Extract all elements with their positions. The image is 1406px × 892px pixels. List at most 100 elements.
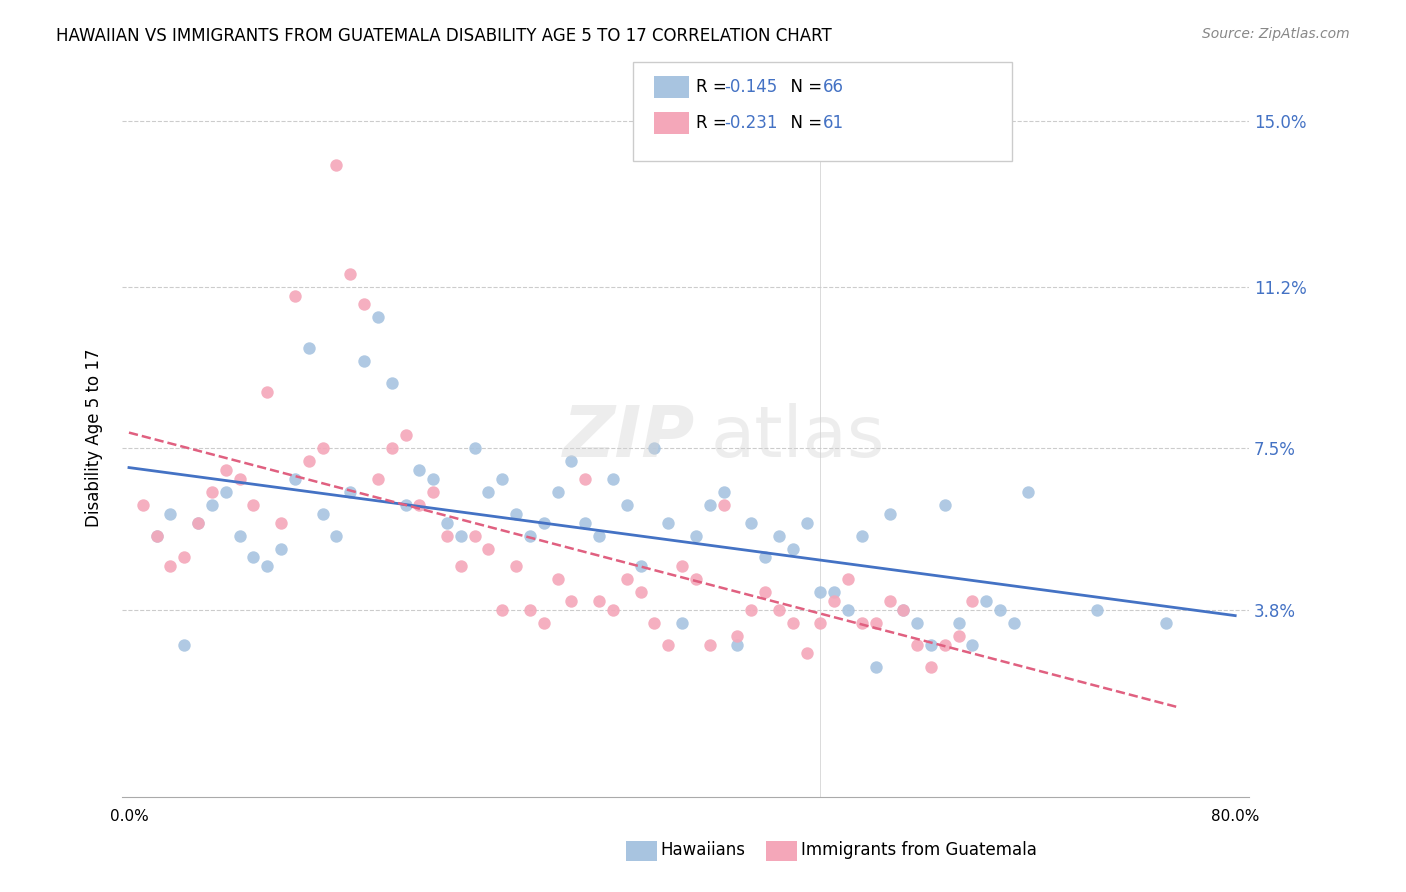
Point bbox=[505, 559, 527, 574]
Point bbox=[339, 267, 361, 281]
Point bbox=[215, 485, 238, 500]
Point bbox=[284, 288, 307, 302]
Point bbox=[905, 638, 928, 652]
Point bbox=[367, 310, 389, 325]
Point bbox=[270, 541, 292, 556]
Point bbox=[616, 572, 638, 586]
Point bbox=[311, 442, 333, 456]
Point bbox=[891, 603, 914, 617]
Point bbox=[547, 485, 569, 500]
Point bbox=[796, 647, 818, 661]
Point bbox=[602, 472, 624, 486]
Text: 66: 66 bbox=[823, 78, 844, 96]
Point bbox=[630, 585, 652, 599]
Point bbox=[988, 603, 1011, 617]
Point bbox=[533, 516, 555, 530]
Point bbox=[851, 615, 873, 630]
Point bbox=[173, 638, 195, 652]
Point bbox=[740, 603, 762, 617]
Point bbox=[422, 472, 444, 486]
Point bbox=[145, 529, 167, 543]
Point bbox=[436, 516, 458, 530]
Point bbox=[477, 541, 499, 556]
Point bbox=[1085, 603, 1108, 617]
Text: N =: N = bbox=[780, 114, 828, 132]
Point bbox=[1154, 615, 1177, 630]
Point bbox=[519, 529, 541, 543]
Point bbox=[685, 529, 707, 543]
Point bbox=[450, 559, 472, 574]
Point bbox=[325, 158, 347, 172]
Point bbox=[643, 615, 665, 630]
Point bbox=[242, 498, 264, 512]
Point bbox=[145, 529, 167, 543]
Point bbox=[325, 529, 347, 543]
Point bbox=[450, 529, 472, 543]
Point bbox=[159, 507, 181, 521]
Point bbox=[671, 559, 693, 574]
Point bbox=[823, 585, 845, 599]
Point bbox=[353, 297, 375, 311]
Point bbox=[879, 507, 901, 521]
Point bbox=[284, 472, 307, 486]
Point bbox=[159, 559, 181, 574]
Point bbox=[879, 594, 901, 608]
Point bbox=[588, 594, 610, 608]
Point bbox=[837, 572, 859, 586]
Point bbox=[754, 550, 776, 565]
Point bbox=[436, 529, 458, 543]
Point bbox=[464, 442, 486, 456]
Point bbox=[905, 615, 928, 630]
Point bbox=[962, 638, 984, 652]
Point bbox=[422, 485, 444, 500]
Text: -0.145: -0.145 bbox=[724, 78, 778, 96]
Point bbox=[948, 615, 970, 630]
Point bbox=[671, 615, 693, 630]
Point bbox=[725, 629, 748, 643]
Point bbox=[934, 638, 956, 652]
Point bbox=[381, 376, 404, 390]
Point bbox=[187, 516, 209, 530]
Point bbox=[256, 384, 278, 399]
Text: -0.231: -0.231 bbox=[724, 114, 778, 132]
Point bbox=[851, 529, 873, 543]
Point bbox=[228, 472, 250, 486]
Point bbox=[713, 485, 735, 500]
Point bbox=[630, 559, 652, 574]
Point bbox=[782, 615, 804, 630]
Point bbox=[657, 516, 679, 530]
Point bbox=[768, 603, 790, 617]
Point bbox=[837, 603, 859, 617]
Text: Hawaiians: Hawaiians bbox=[661, 841, 745, 859]
Point bbox=[574, 472, 596, 486]
Point bbox=[201, 485, 224, 500]
Point bbox=[381, 442, 404, 456]
Point bbox=[394, 428, 416, 442]
Point bbox=[588, 529, 610, 543]
Text: HAWAIIAN VS IMMIGRANTS FROM GUATEMALA DISABILITY AGE 5 TO 17 CORRELATION CHART: HAWAIIAN VS IMMIGRANTS FROM GUATEMALA DI… bbox=[56, 27, 832, 45]
Point bbox=[699, 498, 721, 512]
Point bbox=[491, 603, 513, 617]
Point bbox=[782, 541, 804, 556]
Point bbox=[408, 498, 430, 512]
Point bbox=[560, 454, 582, 468]
Text: ZIP: ZIP bbox=[562, 403, 696, 472]
Point bbox=[505, 507, 527, 521]
Point bbox=[187, 516, 209, 530]
Point bbox=[270, 516, 292, 530]
Point bbox=[920, 659, 942, 673]
Point bbox=[339, 485, 361, 500]
Text: Immigrants from Guatemala: Immigrants from Guatemala bbox=[801, 841, 1038, 859]
Text: R =: R = bbox=[696, 78, 733, 96]
Point bbox=[948, 629, 970, 643]
Point bbox=[808, 615, 831, 630]
Point bbox=[519, 603, 541, 617]
Point bbox=[602, 603, 624, 617]
Point bbox=[1002, 615, 1025, 630]
Point bbox=[768, 529, 790, 543]
Point bbox=[228, 529, 250, 543]
Point bbox=[796, 516, 818, 530]
Point bbox=[533, 615, 555, 630]
Point bbox=[754, 585, 776, 599]
Point bbox=[215, 463, 238, 477]
